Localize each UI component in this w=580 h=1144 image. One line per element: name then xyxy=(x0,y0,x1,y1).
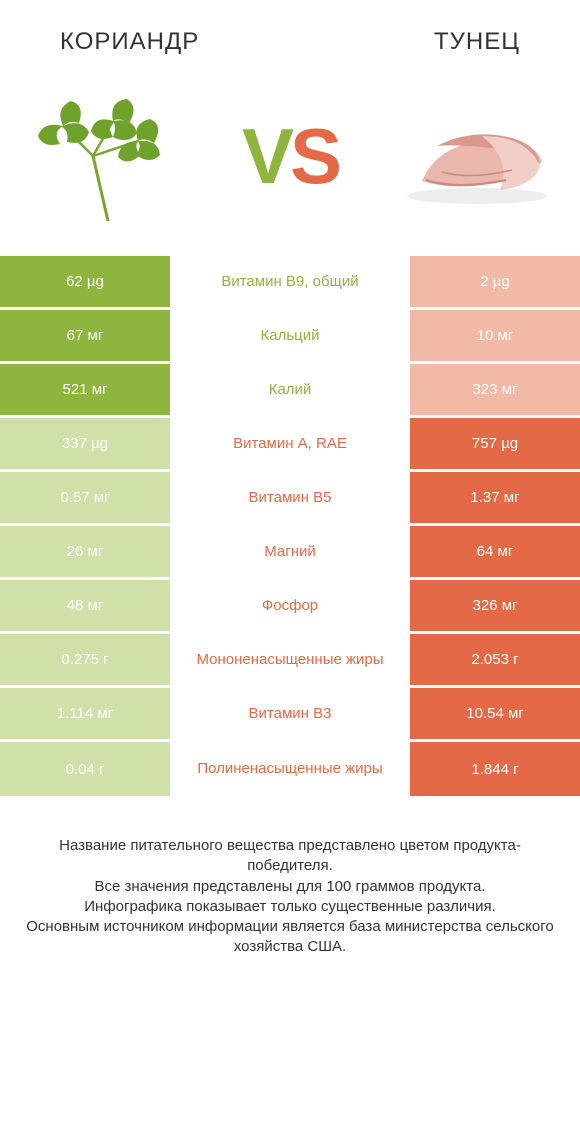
left-value: 48 мг xyxy=(0,580,170,631)
footer-notes: Название питательного вещества представл… xyxy=(0,796,580,958)
nutrient-label: Витамин B9, общий xyxy=(170,256,410,307)
footer-line: Основным источником информации является … xyxy=(20,917,560,958)
left-product-image xyxy=(18,86,198,226)
left-product-title: Кориандр xyxy=(60,28,199,56)
table-row: 0.04 гПолиненасыщенные жиры1.844 г xyxy=(0,742,580,796)
right-value: 326 мг xyxy=(410,580,580,631)
left-value: 521 мг xyxy=(0,364,170,415)
right-product-image xyxy=(382,86,562,226)
vs-v: V xyxy=(242,111,290,202)
right-value: 757 µg xyxy=(410,418,580,469)
left-value: 0.57 мг xyxy=(0,472,170,523)
nutrient-label: Калий xyxy=(170,364,410,415)
right-product-title: Тунец xyxy=(434,28,520,56)
footer-line: Инфографика показывает только существенн… xyxy=(20,897,560,917)
nutrient-label: Магний xyxy=(170,526,410,577)
header: Кориандр Тунец xyxy=(0,0,580,66)
table-row: 0.275 гМононенасыщенные жиры2.053 г xyxy=(0,634,580,688)
left-value: 0.04 г xyxy=(0,742,170,796)
left-value: 62 µg xyxy=(0,256,170,307)
nutrient-label: Витамин B5 xyxy=(170,472,410,523)
right-value: 323 мг xyxy=(410,364,580,415)
table-row: 67 мгКальций10 мг xyxy=(0,310,580,364)
footer-line: Все значения представлены для 100 граммо… xyxy=(20,877,560,897)
table-row: 62 µgВитамин B9, общий2 µg xyxy=(0,256,580,310)
right-value: 10 мг xyxy=(410,310,580,361)
right-value: 2 µg xyxy=(410,256,580,307)
table-row: 1.114 мгВитамин B310.54 мг xyxy=(0,688,580,742)
right-value: 1.37 мг xyxy=(410,472,580,523)
right-value: 2.053 г xyxy=(410,634,580,685)
left-value: 0.275 г xyxy=(0,634,170,685)
tuna-icon xyxy=(382,86,562,226)
nutrient-label: Витамин B3 xyxy=(170,688,410,739)
nutrient-label: Фосфор xyxy=(170,580,410,631)
vs-label: VS xyxy=(242,111,338,202)
nutrient-label: Кальций xyxy=(170,310,410,361)
coriander-icon xyxy=(18,86,198,226)
right-value: 1.844 г xyxy=(410,742,580,796)
vs-s: S xyxy=(290,111,338,202)
left-value: 337 µg xyxy=(0,418,170,469)
hero: VS xyxy=(0,66,580,256)
nutrient-label: Витамин A, RAE xyxy=(170,418,410,469)
table-row: 0.57 мгВитамин B51.37 мг xyxy=(0,472,580,526)
nutrient-label: Полиненасыщенные жиры xyxy=(170,742,410,796)
table-row: 26 мгМагний64 мг xyxy=(0,526,580,580)
table-row: 48 мгФосфор326 мг xyxy=(0,580,580,634)
right-value: 64 мг xyxy=(410,526,580,577)
table-row: 521 мгКалий323 мг xyxy=(0,364,580,418)
footer-line: Название питательного вещества представл… xyxy=(20,836,560,877)
right-value: 10.54 мг xyxy=(410,688,580,739)
left-value: 67 мг xyxy=(0,310,170,361)
left-value: 26 мг xyxy=(0,526,170,577)
comparison-table: 62 µgВитамин B9, общий2 µg67 мгКальций10… xyxy=(0,256,580,796)
left-value: 1.114 мг xyxy=(0,688,170,739)
table-row: 337 µgВитамин A, RAE757 µg xyxy=(0,418,580,472)
nutrient-label: Мононенасыщенные жиры xyxy=(170,634,410,685)
